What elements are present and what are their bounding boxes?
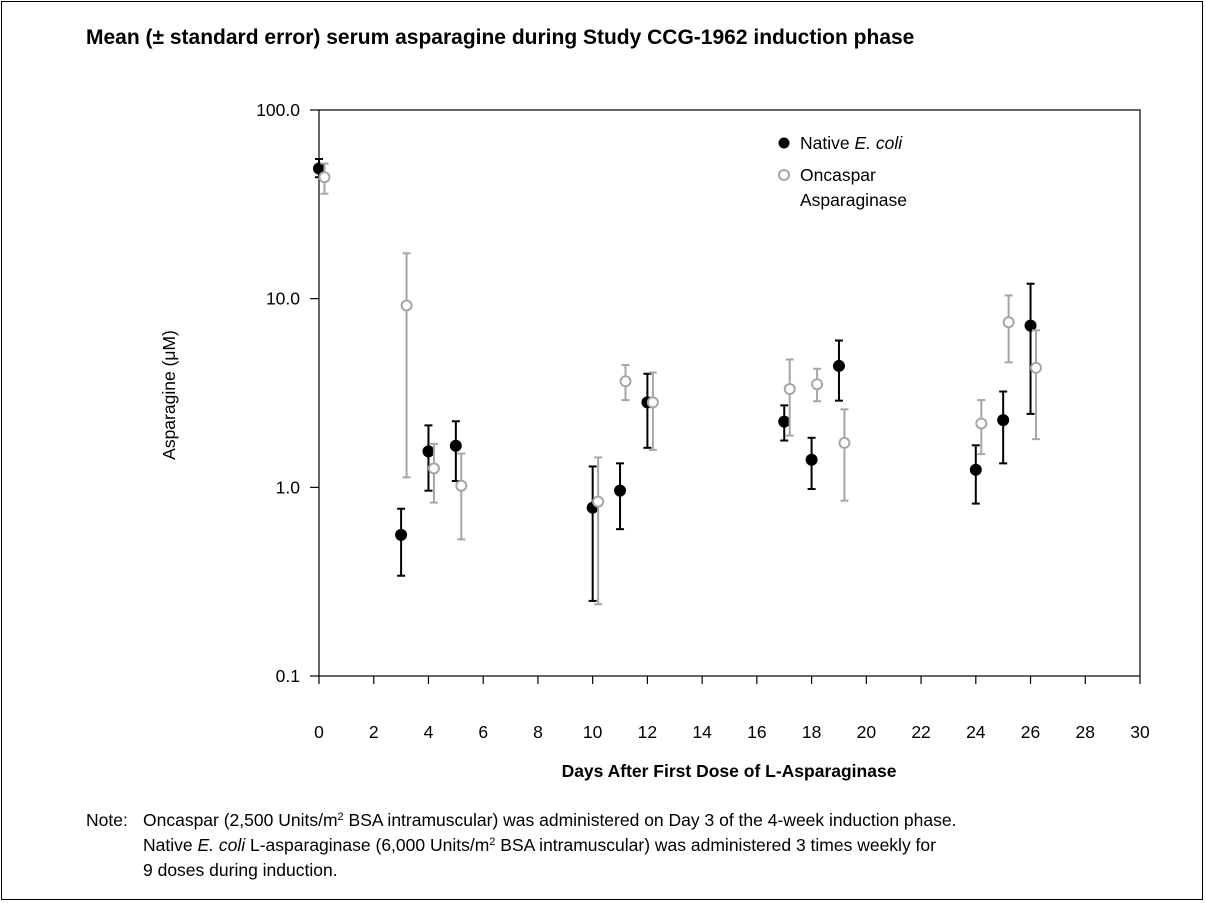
y-tick-label: 1.0 bbox=[276, 477, 301, 497]
x-tick-label: 12 bbox=[638, 722, 657, 742]
y-axis-label: Asparagine (μM) bbox=[159, 330, 179, 460]
x-tick-label: 6 bbox=[478, 722, 488, 742]
data-point bbox=[449, 439, 462, 452]
data-point bbox=[778, 415, 791, 428]
data-point bbox=[422, 445, 435, 458]
x-tick-label: 10 bbox=[583, 722, 603, 742]
legend-native-marker bbox=[778, 137, 790, 149]
x-tick-label: 18 bbox=[802, 722, 821, 742]
x-axis-label: Days After First Dose of L-Asparaginase bbox=[562, 761, 897, 781]
data-point bbox=[1024, 319, 1037, 332]
data-point bbox=[614, 484, 627, 497]
x-tick-label: 2 bbox=[369, 722, 379, 742]
note-line-1-b: BSA intramuscular) was administered on D… bbox=[343, 810, 957, 830]
legend-native-label: Native E. coli bbox=[800, 133, 903, 153]
x-tick-label: 14 bbox=[692, 722, 712, 742]
data-point bbox=[997, 414, 1010, 427]
note-line-2-b: L-asparaginase (6,000 Units/m bbox=[245, 835, 490, 855]
x-tick-label: 8 bbox=[533, 722, 543, 742]
note-line-2-italic: E. coli bbox=[197, 835, 246, 855]
data-point bbox=[969, 463, 982, 476]
data-point bbox=[318, 171, 331, 184]
data-point bbox=[313, 162, 325, 175]
x-tick-label: 4 bbox=[424, 722, 434, 742]
data-point bbox=[395, 528, 408, 541]
x-tick-label: 22 bbox=[911, 722, 930, 742]
x-tick-label: 20 bbox=[857, 722, 877, 742]
data-point bbox=[455, 479, 468, 492]
note-line-2-sup: 2 bbox=[489, 836, 496, 848]
data-point bbox=[805, 453, 818, 466]
data-point bbox=[832, 359, 845, 372]
note-line-2: Native E. coli L-asparaginase (6,000 Uni… bbox=[143, 833, 956, 858]
axes: 0 2 4 6 8 10 12 14 16 18 20 22 24 26 28 300.11.010.0100… bbox=[256, 100, 1150, 742]
chart-title: Mean (± standard error) serum asparagine… bbox=[86, 26, 915, 49]
data-point bbox=[783, 383, 796, 396]
x-tick-label: 24 bbox=[966, 722, 986, 742]
data-point bbox=[811, 378, 824, 391]
data-point bbox=[1002, 316, 1015, 329]
note-line-3: 9 doses during induction. bbox=[143, 860, 338, 880]
x-tick-label: 28 bbox=[1076, 722, 1095, 742]
y-tick-label: 100.0 bbox=[256, 100, 300, 120]
note-line-2-c: BSA intramuscular) was administered 3 ti… bbox=[495, 835, 936, 855]
series-native-ecoli bbox=[313, 157, 1037, 602]
x-tick-label: 16 bbox=[747, 722, 766, 742]
x-tick-label: 26 bbox=[1021, 722, 1040, 742]
x-tick-label: 0 bbox=[314, 722, 324, 742]
series-oncaspar bbox=[318, 162, 1043, 606]
note-line-1: Oncaspar (2,500 Units/m2 BSA intramuscul… bbox=[143, 808, 956, 833]
y-tick-label: 10.0 bbox=[266, 289, 300, 309]
data-point bbox=[400, 299, 413, 312]
data-point bbox=[427, 462, 440, 475]
data-point bbox=[975, 417, 988, 430]
data-point bbox=[619, 375, 632, 388]
legend-oncaspar-label-line2: Asparaginase bbox=[800, 190, 907, 210]
note-line-1-sup: 2 bbox=[337, 811, 344, 823]
data-point bbox=[1030, 361, 1043, 374]
note-line-2-a: Native bbox=[143, 835, 198, 855]
note-body: Oncaspar (2,500 Units/m2 BSA intramuscul… bbox=[143, 808, 956, 883]
y-tick-label: 0.1 bbox=[276, 666, 300, 686]
data-point bbox=[646, 396, 659, 409]
legend-oncaspar-marker bbox=[778, 169, 790, 181]
plot-area bbox=[313, 157, 1043, 606]
note-line-1-a: Oncaspar (2,500 Units/m bbox=[143, 810, 338, 830]
note-label: Note: bbox=[86, 810, 128, 830]
legend-oncaspar-label-line1: Oncaspar bbox=[800, 165, 876, 185]
x-tick-label: 30 bbox=[1130, 722, 1150, 742]
plot-border bbox=[318, 109, 1141, 677]
data-point bbox=[592, 495, 605, 508]
data-point bbox=[838, 436, 851, 449]
legend: Native E. coli Oncaspar Asparaginase bbox=[778, 133, 907, 210]
